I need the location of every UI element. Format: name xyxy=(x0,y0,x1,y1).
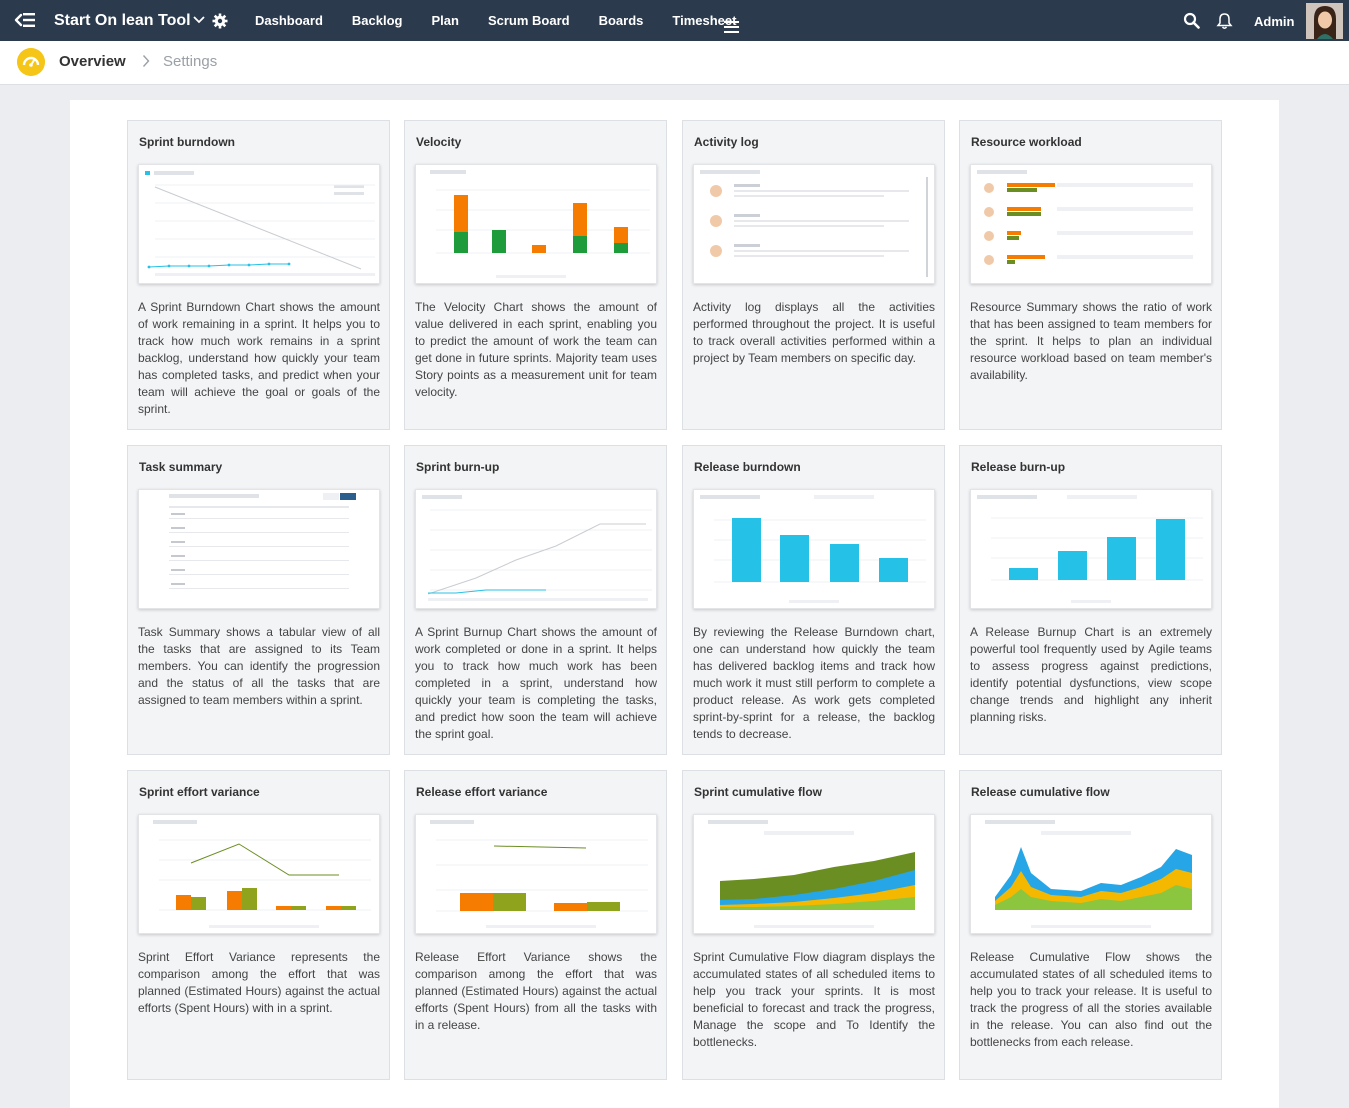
velocity-thumbnail xyxy=(415,164,657,284)
card-title: Task summary xyxy=(139,460,222,474)
report-card-sprint-burndown[interactable]: Sprint burndown A Sprint Burndown Chart … xyxy=(127,120,390,430)
card-description: Release Effort Variance shows the compar… xyxy=(415,949,657,1034)
card-description: A Release Burnup Chart is an extremely p… xyxy=(970,624,1212,726)
card-description: The Velocity Chart shows the amount of v… xyxy=(415,299,657,401)
project-name[interactable]: Start On lean Tool xyxy=(54,12,191,30)
card-title: Sprint burn-up xyxy=(416,460,499,474)
chevron-down-icon[interactable] xyxy=(193,15,205,25)
card-description: A Sprint Burndown Chart shows the amount… xyxy=(138,299,380,418)
release-cumulative-flow-thumbnail xyxy=(970,814,1212,934)
user-name[interactable]: Admin xyxy=(1254,14,1294,29)
search-icon[interactable] xyxy=(1183,12,1200,29)
report-card-sprint-burn-up[interactable]: Sprint burn-up A Sprint Burnup Chart sho… xyxy=(404,445,667,755)
main-nav: Dashboard Backlog Plan Scrum Board Board… xyxy=(255,0,765,41)
task-summary-thumbnail xyxy=(138,489,380,609)
release-effort-variance-thumbnail xyxy=(415,814,657,934)
report-card-release-burndown[interactable]: Release burndown By reviewing the Releas… xyxy=(682,445,945,755)
release-burn-up-thumbnail xyxy=(970,489,1212,609)
activity-log-thumbnail xyxy=(693,164,935,284)
avatar[interactable] xyxy=(1306,3,1343,39)
card-title: Release cumulative flow xyxy=(971,785,1110,799)
report-card-release-cumulative-flow[interactable]: Release cumulative flow Release Cumulati… xyxy=(959,770,1222,1080)
resource-workload-thumbnail xyxy=(970,164,1212,284)
card-description: Release Cumulative Flow shows the accumu… xyxy=(970,949,1212,1051)
sprint-effort-variance-thumbnail xyxy=(138,814,380,934)
report-card-task-summary[interactable]: Task summary Task Summary shows a tabula… xyxy=(127,445,390,755)
top-navigation-bar: Start On lean Tool Dashboard Backlog Pla… xyxy=(0,0,1349,41)
back-menu-icon[interactable] xyxy=(14,10,36,30)
bell-icon[interactable] xyxy=(1216,12,1233,30)
chevron-right-icon xyxy=(142,54,150,68)
card-title: Sprint cumulative flow xyxy=(694,785,822,799)
report-card-release-effort-variance[interactable]: Release effort variance Release Effort V… xyxy=(404,770,667,1080)
card-title: Release burndown xyxy=(694,460,801,474)
nav-backlog[interactable]: Backlog xyxy=(352,13,403,28)
card-description: Sprint Effort Variance represents the co… xyxy=(138,949,380,1017)
report-card-sprint-cumulative-flow[interactable]: Sprint cumulative flow Sprint Cumulative… xyxy=(682,770,945,1080)
nav-boards[interactable]: Boards xyxy=(599,13,644,28)
gauge-icon xyxy=(17,48,45,76)
card-title: Activity log xyxy=(694,135,759,149)
report-card-activity-log[interactable]: Activity log Activity log displays all t… xyxy=(682,120,945,430)
nav-dashboard[interactable]: Dashboard xyxy=(255,13,323,28)
nav-scrum-board[interactable]: Scrum Board xyxy=(488,13,570,28)
release-burndown-thumbnail xyxy=(693,489,935,609)
card-description: By reviewing the Release Burndown chart,… xyxy=(693,624,935,743)
breadcrumb-settings[interactable]: Settings xyxy=(163,53,217,70)
sprint-burndown-thumbnail xyxy=(138,164,380,284)
card-title: Release burn-up xyxy=(971,460,1065,474)
card-description: A Sprint Burnup Chart shows the amount o… xyxy=(415,624,657,743)
gear-icon[interactable] xyxy=(212,13,228,29)
card-description: Resource Summary shows the ratio of work… xyxy=(970,299,1212,384)
hamburger-menu-icon[interactable] xyxy=(724,21,739,33)
sprint-burn-up-thumbnail xyxy=(415,489,657,609)
card-description: Activity log displays all the activities… xyxy=(693,299,935,367)
card-description: Sprint Cumulative Flow diagram displays … xyxy=(693,949,935,1051)
card-title: Resource workload xyxy=(971,135,1082,149)
card-title: Sprint burndown xyxy=(139,135,235,149)
nav-plan[interactable]: Plan xyxy=(431,13,458,28)
sprint-cumulative-flow-thumbnail xyxy=(693,814,935,934)
card-title: Velocity xyxy=(416,135,461,149)
card-title: Release effort variance xyxy=(416,785,547,799)
report-card-velocity[interactable]: Velocity The Velocity Chart shows the am… xyxy=(404,120,667,430)
card-description: Task Summary shows a tabular view of all… xyxy=(138,624,380,709)
breadcrumb-overview[interactable]: Overview xyxy=(59,53,126,70)
report-card-resource-workload[interactable]: Resource workload Resource Summary shows… xyxy=(959,120,1222,430)
report-card-release-burn-up[interactable]: Release burn-up A Release Burnup Chart i… xyxy=(959,445,1222,755)
report-gallery: Sprint burndown A Sprint Burndown Chart … xyxy=(70,100,1279,1108)
breadcrumb: Overview Settings xyxy=(0,41,1349,85)
report-card-sprint-effort-variance[interactable]: Sprint effort variance Sprint Effort Var… xyxy=(127,770,390,1080)
card-title: Sprint effort variance xyxy=(139,785,260,799)
